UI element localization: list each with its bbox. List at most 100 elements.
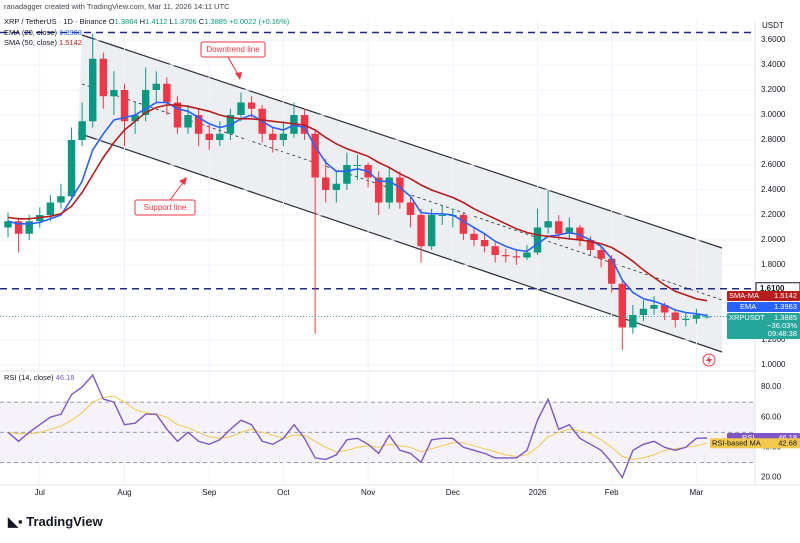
- candle-body: [322, 177, 330, 190]
- candle-body: [692, 315, 701, 319]
- x-tick-label: Aug: [117, 488, 131, 497]
- price-tag-text: 46.18: [778, 433, 797, 442]
- candle-body: [629, 315, 637, 328]
- candle-body: [311, 133, 319, 178]
- x-tick-label: 2026: [529, 488, 547, 497]
- price-tag-text: RSI: [742, 433, 755, 442]
- candle-body: [438, 215, 446, 216]
- candle-body: [406, 202, 415, 215]
- annotation-box: [200, 41, 266, 58]
- x-tick-label: Mar: [690, 488, 704, 497]
- candle-body: [152, 83, 160, 90]
- candle-body: [491, 246, 499, 255]
- y-tick-label: 3.2000: [761, 85, 786, 94]
- credit: ranadagger created with TradingView.com,…: [4, 2, 230, 11]
- candle-body: [184, 115, 192, 128]
- candle-body: [163, 83, 171, 103]
- candle-body: [131, 115, 139, 122]
- y-tick-label: 1.2000: [761, 335, 786, 344]
- candle-body: [396, 177, 404, 203]
- legend-value: 1.4112: [145, 17, 167, 26]
- rsi-tick-label: 80.00: [761, 382, 782, 391]
- candle-body: [4, 221, 12, 228]
- x-tick-label: Sep: [202, 488, 217, 497]
- candle-body: [682, 318, 690, 320]
- currency: USDT: [762, 21, 784, 30]
- candle-body: [533, 227, 542, 253]
- candle-body: [269, 133, 277, 140]
- candle-body: [353, 165, 362, 166]
- annotation-arrowhead: [179, 177, 187, 185]
- price-tag: [710, 438, 800, 449]
- price-tag-text: RSI-based MA: [712, 438, 761, 447]
- x-tick-label: Oct: [277, 488, 290, 497]
- price-tag: [727, 313, 800, 339]
- annotation: Downtrend line: [206, 45, 260, 54]
- price-tag-text: 09:48:38: [768, 329, 797, 338]
- candle-body: [279, 133, 288, 140]
- candle-body: [523, 252, 531, 258]
- candle-body: [247, 102, 256, 109]
- candle-body: [46, 202, 55, 215]
- candle-body: [89, 58, 97, 122]
- legend-part: O: [107, 17, 115, 26]
- y-tick-label: 2.2000: [761, 210, 786, 219]
- rsi-legend: RSI (14, close) 46.18: [4, 373, 74, 382]
- candle-body: [607, 258, 616, 284]
- candle-body: [459, 215, 468, 234]
- candle-body: [639, 308, 648, 315]
- price-tag-text: 1.3963: [774, 302, 797, 311]
- annotation-box: [134, 199, 196, 216]
- candle-body: [427, 215, 436, 247]
- candle-body: [650, 305, 658, 309]
- legend-part: H: [138, 17, 146, 26]
- candle-body: [25, 221, 33, 234]
- legend-part: 1.5142: [57, 38, 82, 47]
- candle-body: [67, 140, 76, 197]
- legend-part: C: [197, 17, 205, 26]
- candle-body: [78, 121, 86, 140]
- candle-body: [14, 221, 23, 234]
- x-tick-label: Jul: [35, 488, 45, 497]
- event-icon-bolt: [706, 355, 712, 365]
- candle-body: [57, 196, 65, 203]
- candle-body: [237, 102, 245, 115]
- rsi-tick-label: 60.00: [761, 412, 782, 421]
- candle-body: [110, 90, 118, 97]
- annotation-arrowhead: [235, 72, 242, 80]
- symbol-legend: XRP / TetherUS · 1D · Binance O1.3864 H1…: [4, 17, 290, 26]
- price-tag-text: 1.3885: [774, 313, 797, 322]
- rsi-tick-label: 20.00: [761, 473, 782, 482]
- level-tag-label: 1.6100: [760, 284, 785, 293]
- downtrend-line: [81, 34, 723, 249]
- candle-body: [470, 233, 478, 240]
- price-tag-text: EMA: [740, 302, 756, 311]
- legend-part: +0.0022 (+0.16%): [227, 17, 290, 26]
- y-tick-label: 1.8000: [761, 260, 786, 269]
- candle-body: [205, 133, 213, 140]
- brand-name: TradingView: [26, 514, 103, 529]
- y-tick-label: 2.6000: [761, 160, 786, 169]
- legend-part: EMA (20, close): [4, 28, 57, 37]
- legend-part: 1.3963: [57, 28, 82, 37]
- overlay-legend: SMA (50, close) 1.5142: [4, 38, 82, 47]
- candle-body: [565, 227, 574, 234]
- candle-body: [597, 250, 605, 259]
- y-tick-label: 3.6000: [761, 35, 786, 44]
- price-tag: [727, 291, 800, 301]
- price-tag-text: −36.03%: [767, 321, 797, 330]
- support-line: [77, 132, 723, 353]
- price-tag-text: SMA-MA: [729, 291, 759, 300]
- legend-value: 1.3885: [204, 17, 227, 26]
- overlay-line: [7, 104, 708, 302]
- legend-part: L: [167, 17, 173, 26]
- annotation: Support line: [144, 203, 187, 212]
- candle-body: [216, 133, 224, 140]
- price-tag: [727, 302, 800, 312]
- candle-body: [576, 227, 584, 240]
- y-tick-label: 3.0000: [761, 110, 786, 119]
- candle-body: [660, 305, 669, 313]
- overlay-line: [7, 101, 708, 317]
- legend-part: 46.18: [54, 373, 75, 382]
